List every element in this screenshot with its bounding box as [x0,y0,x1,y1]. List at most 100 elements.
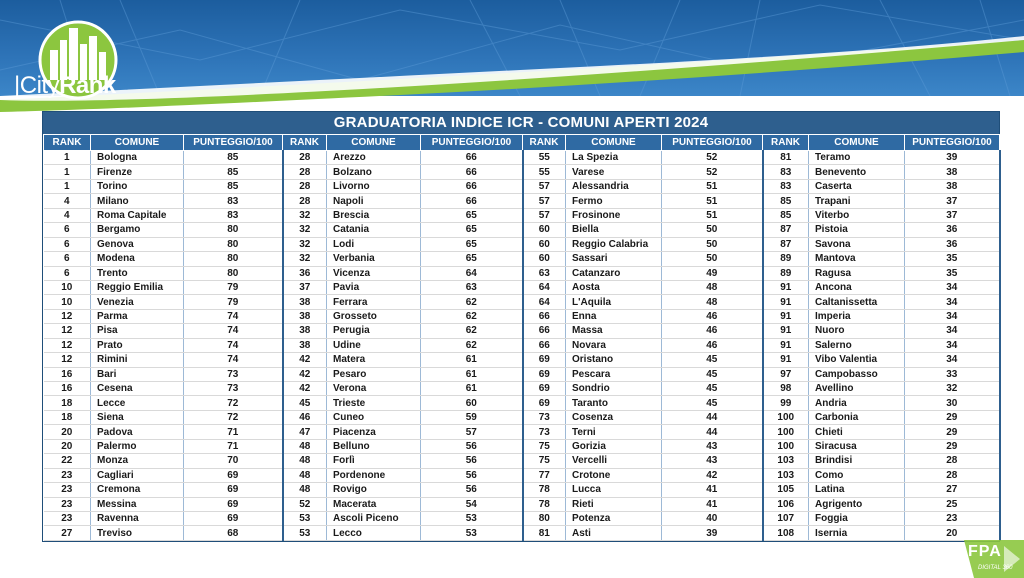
rank-cell: 80 [522,511,566,527]
punteggio-cell: 37 [904,208,1001,224]
comune-cell: Trieste [326,395,421,411]
rank-cell: 38 [282,309,327,325]
comune-cell: La Spezia [565,150,662,166]
comune-cell: Siena [90,410,184,426]
comune-cell: Ravenna [90,511,184,527]
rank-cell: 60 [522,251,566,267]
rank-cell: 64 [522,294,566,310]
logo-bar: | [14,72,20,99]
rank-cell: 18 [43,395,91,411]
comune-cell: Taranto [565,395,662,411]
comune-cell: Campobasso [808,367,905,383]
rank-cell: 69 [522,381,566,397]
rank-cell: 69 [522,367,566,383]
rank-cell: 42 [282,367,327,383]
fpa-logo: FPA [968,543,1002,560]
rank-cell: 12 [43,338,91,354]
punteggio-cell: 80 [183,237,284,253]
comune-cell: Chieti [808,424,905,440]
comune-cell: Livorno [326,179,421,195]
rank-cell: 12 [43,323,91,339]
rank-cell: 23 [43,497,91,512]
punteggio-cell: 72 [183,395,284,411]
rank-cell: 48 [282,453,327,469]
comune-cell: Oristano [565,352,662,368]
rank-cell: 32 [282,222,327,238]
header-comune: COMUNE [326,134,421,151]
punteggio-cell: 70 [183,453,284,469]
punteggio-cell: 60 [420,395,524,411]
punteggio-cell: 45 [661,395,764,411]
comune-cell: Savona [808,237,905,253]
rank-cell: 28 [282,164,327,180]
punteggio-cell: 79 [183,294,284,310]
comune-cell: Fermo [565,193,662,209]
rank-cell: 78 [522,482,566,498]
table-body: 1 Bologna 85 28 Arezzo 66 55 La Spezia 52 81 Teram… [43,150,1001,541]
punteggio-cell: 34 [904,352,1001,368]
rank-cell: 53 [282,511,327,527]
table-row: 4 Roma Capitale 83 32 Brescia 65 57 Frosinone 51… [43,208,1001,224]
punteggio-cell: 35 [904,266,1001,281]
punteggio-cell: 36 [904,237,1001,253]
rank-cell: 100 [762,424,809,440]
punteggio-cell: 66 [420,150,524,166]
rank-cell: 87 [762,237,809,253]
punteggio-cell: 69 [183,482,284,498]
rank-cell: 6 [43,222,91,238]
rank-cell: 85 [762,193,809,209]
comune-cell: Bari [90,367,184,383]
table-row: 10 Venezia 79 38 Ferrara 62 64 L'Aquila 48 91 Calt… [43,294,1001,310]
punteggio-cell: 32 [904,381,1001,397]
punteggio-cell: 40 [661,511,764,527]
punteggio-cell: 83 [183,193,284,209]
punteggio-cell: 69 [183,468,284,484]
ranking-table-container: GRADUATORIA INDICE ICR - COMUNI APERTI 2… [42,111,1001,542]
ranking-table: RANK COMUNE PUNTEGGIO/100 RANK COMUNE PU… [43,134,1001,541]
comune-cell: Lecce [90,395,184,411]
comune-cell: Firenze [90,164,184,180]
punteggio-cell: 65 [420,237,524,253]
comune-cell: Vicenza [326,266,421,281]
punteggio-cell: 41 [661,497,764,512]
rank-cell: 91 [762,352,809,368]
comune-cell: Bolzano [326,164,421,180]
punteggio-cell: 80 [183,266,284,281]
punteggio-cell: 73 [183,381,284,397]
table-row: 1 Firenze 85 28 Bolzano 66 55 Varese 52 83 Beneven… [43,164,1001,180]
rank-cell: 83 [762,179,809,195]
header-rank: RANK [522,134,566,151]
comune-cell: Arezzo [326,150,421,166]
rank-cell: 42 [282,352,327,368]
punteggio-cell: 30 [904,395,1001,411]
table-row: 4 Milano 83 28 Napoli 66 57 Fermo 51 85 Trapani 37 [43,193,1001,209]
punteggio-cell: 69 [183,511,284,527]
table-row: 6 Genova 80 32 Lodi 65 60 Reggio Calabria 50 87 Sa… [43,237,1001,253]
punteggio-cell: 35 [904,251,1001,267]
comune-cell: Belluno [326,439,421,455]
punteggio-cell: 50 [661,237,764,253]
punteggio-cell: 80 [183,251,284,267]
punteggio-cell: 34 [904,309,1001,325]
punteggio-cell: 85 [183,164,284,180]
comune-cell: Roma Capitale [90,208,184,224]
punteggio-cell: 66 [420,193,524,209]
comune-cell: Bologna [90,150,184,166]
punteggio-cell: 66 [420,164,524,180]
comune-cell: Ragusa [808,266,905,281]
rank-cell: 73 [522,424,566,440]
comune-cell: Alessandria [565,179,662,195]
punteggio-cell: 48 [661,294,764,310]
comune-cell: Ascoli Piceno [326,511,421,527]
punteggio-cell: 85 [183,150,284,166]
punteggio-cell: 43 [661,439,764,455]
comune-cell: Viterbo [808,208,905,224]
comune-cell: Ancona [808,280,905,296]
comune-cell: Vercelli [565,453,662,469]
rank-cell: 55 [522,150,566,166]
rank-cell: 75 [522,453,566,469]
punteggio-cell: 29 [904,424,1001,440]
table-row: 18 Lecce 72 45 Trieste 60 69 Taranto 45 99 Andria 3… [43,395,1001,411]
rank-cell: 38 [282,294,327,310]
punteggio-cell: 71 [183,424,284,440]
